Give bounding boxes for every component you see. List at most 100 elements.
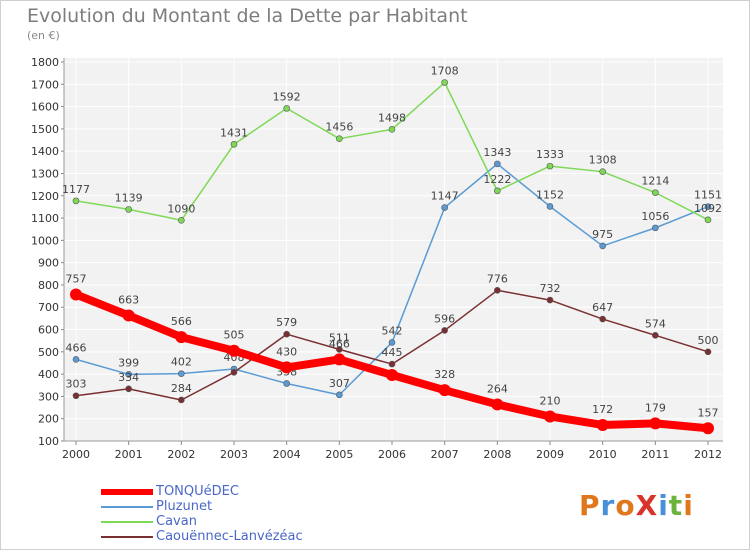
data-label-cavan: 1308	[589, 154, 617, 167]
data-label-tonqu-dec: 172	[592, 403, 613, 416]
data-label-caou-nnec-lanv-z-ac: 445	[382, 346, 403, 359]
data-label-tonqu-dec: 157	[698, 406, 719, 419]
data-label-tonqu-dec: 179	[645, 401, 666, 414]
x-tick-label: 2000	[62, 448, 90, 461]
x-tick-label: 2006	[378, 448, 406, 461]
data-point-caou-nnec-lanv-z-ac	[230, 369, 238, 376]
data-label-tonqu-dec: 210	[540, 394, 561, 407]
chart-subtitle: (en €)	[27, 29, 60, 42]
data-point-tonqu-dec	[649, 417, 662, 430]
x-tick-label: 2011	[641, 448, 669, 461]
y-tick-label: 500	[38, 346, 59, 359]
y-tick-label: 900	[38, 257, 59, 270]
data-label-pluzunet: 402	[171, 356, 192, 369]
x-tick-label: 2003	[220, 448, 248, 461]
data-point-tonqu-dec	[175, 331, 188, 344]
data-point-pluzunet	[178, 370, 185, 377]
data-label-caou-nnec-lanv-z-ac: 647	[592, 301, 613, 314]
data-label-caou-nnec-lanv-z-ac: 500	[698, 334, 719, 347]
data-label-cavan: 1708	[431, 65, 459, 78]
data-point-caou-nnec-lanv-z-ac	[178, 396, 185, 404]
x-tick-label: 2010	[589, 448, 617, 461]
data-point-pluzunet	[599, 242, 606, 250]
data-point-caou-nnec-lanv-z-ac	[494, 286, 501, 294]
data-point-tonqu-dec	[280, 361, 293, 374]
data-point-caou-nnec-lanv-z-ac	[336, 346, 343, 353]
data-label-pluzunet: 1343	[483, 146, 511, 159]
data-label-tonqu-dec: 505	[224, 329, 245, 342]
y-tick-label: 100	[38, 435, 59, 448]
legend-swatch-cavan	[101, 521, 153, 523]
x-tick-label: 2005	[325, 448, 353, 461]
x-tick-label: 2008	[483, 448, 511, 461]
proxiti-logo: ProXiti	[579, 489, 694, 522]
data-label-pluzunet: 1151	[694, 189, 722, 202]
y-tick-label: 1100	[31, 212, 59, 225]
data-label-tonqu-dec: 264	[487, 382, 508, 395]
data-point-cavan	[546, 162, 554, 170]
data-point-cavan	[441, 79, 448, 86]
data-point-pluzunet	[336, 391, 343, 399]
y-tick-label: 1700	[31, 78, 59, 91]
data-point-cavan	[125, 206, 132, 213]
data-label-caou-nnec-lanv-z-ac: 579	[276, 316, 297, 329]
legend-label-cavan: Cavan	[156, 514, 197, 529]
chart-title: Evolution du Montant de la Dette par Hab…	[27, 5, 468, 27]
data-point-cavan	[230, 140, 238, 148]
y-tick-label: 1200	[31, 190, 59, 203]
data-label-caou-nnec-lanv-z-ac: 596	[434, 312, 455, 325]
data-label-cavan: 1456	[325, 121, 353, 134]
y-tick-label: 300	[38, 390, 59, 403]
y-tick-label: 400	[38, 368, 59, 381]
data-point-pluzunet	[72, 356, 80, 363]
x-tick-label: 2012	[694, 448, 722, 461]
data-label-pluzunet: 975	[592, 228, 613, 241]
data-point-caou-nnec-lanv-z-ac	[441, 327, 448, 334]
data-point-tonqu-dec	[544, 410, 556, 423]
data-label-cavan: 1177	[62, 183, 90, 196]
data-point-cavan	[336, 135, 343, 142]
data-point-pluzunet	[283, 380, 290, 387]
data-point-pluzunet	[546, 203, 554, 210]
data-label-caou-nnec-lanv-z-ac: 732	[540, 282, 561, 295]
data-point-tonqu-dec	[702, 422, 714, 435]
data-point-tonqu-dec	[333, 353, 346, 366]
legend-label-pluzunet: Pluzunet	[156, 499, 213, 514]
x-tick-label: 2004	[273, 448, 301, 461]
y-tick-label: 1800	[31, 56, 59, 69]
x-tick-label: 2001	[115, 448, 143, 461]
data-label-caou-nnec-lanv-z-ac: 303	[66, 378, 87, 391]
data-point-cavan	[494, 187, 501, 195]
data-point-cavan	[704, 216, 712, 224]
legend-item-caouennec: Caouënnec-Lanvézéac	[101, 529, 421, 545]
legend-item-cavan: Cavan	[101, 514, 421, 530]
data-point-caou-nnec-lanv-z-ac	[599, 315, 606, 323]
data-point-cavan	[283, 105, 290, 112]
data-label-pluzunet: 307	[329, 377, 350, 390]
x-tick-label: 2009	[536, 448, 564, 461]
data-label-pluzunet: 1152	[536, 188, 564, 201]
data-label-tonqu-dec: 466	[329, 337, 350, 350]
legend-label-caouennec: Caouënnec-Lanvézéac	[156, 529, 303, 544]
data-label-pluzunet: 1056	[641, 210, 669, 223]
data-point-caou-nnec-lanv-z-ac	[652, 332, 659, 339]
data-label-tonqu-dec: 757	[66, 273, 87, 286]
data-label-pluzunet: 466	[66, 341, 87, 354]
data-point-caou-nnec-lanv-z-ac	[125, 385, 132, 393]
data-label-pluzunet: 542	[382, 324, 403, 337]
data-point-cavan	[652, 189, 659, 196]
y-tick-label: 700	[38, 301, 59, 314]
data-point-caou-nnec-lanv-z-ac	[283, 330, 290, 338]
y-tick-label: 1600	[31, 101, 59, 114]
data-point-pluzunet	[652, 224, 659, 232]
data-point-tonqu-dec	[228, 344, 240, 357]
y-tick-label: 600	[38, 324, 59, 337]
data-label-caou-nnec-lanv-z-ac: 334	[118, 371, 139, 384]
data-point-pluzunet	[494, 160, 501, 168]
y-tick-label: 1400	[31, 145, 59, 158]
data-point-pluzunet	[125, 371, 132, 378]
y-tick-label: 800	[38, 279, 59, 292]
legend-label-tonquedec: TONQUéDEC	[156, 484, 239, 499]
